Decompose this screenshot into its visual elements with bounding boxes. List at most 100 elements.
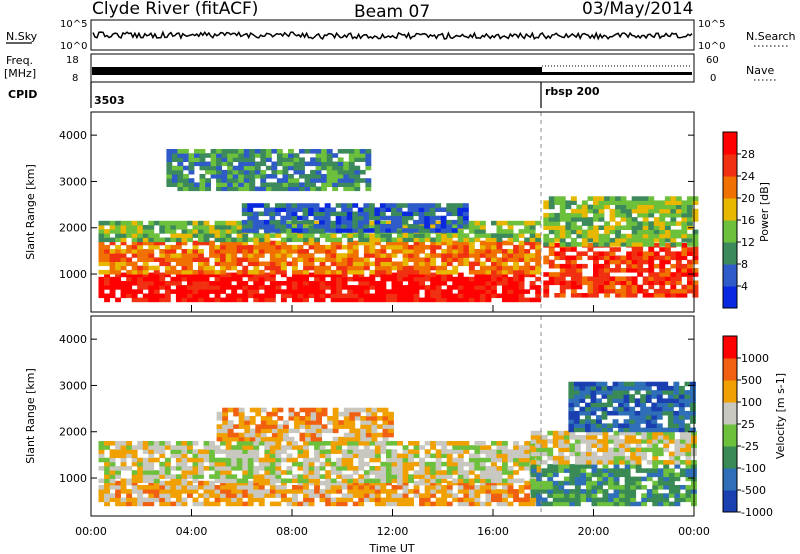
- power-cell: [496, 269, 503, 275]
- power-cell: [187, 297, 193, 303]
- power-cell: [435, 276, 442, 282]
- power-cell: [535, 276, 542, 282]
- power-cell: [354, 174, 361, 179]
- power-cell: [98, 285, 105, 290]
- velocity-cell: [275, 478, 282, 484]
- power-cell: [358, 272, 365, 278]
- power-cell: [430, 293, 437, 299]
- velocity-cell: [524, 485, 531, 490]
- power-cell: [565, 268, 572, 273]
- velocity-cell: [349, 416, 356, 421]
- power-cell: [187, 249, 193, 254]
- power-cell: [664, 255, 671, 261]
- power-cell: [308, 289, 315, 294]
- power-cell: [648, 229, 655, 235]
- power-cell: [598, 208, 605, 214]
- power-cell: [220, 289, 226, 294]
- velocity-cell: [485, 489, 492, 494]
- power-cell: [675, 233, 682, 239]
- power-cell: [269, 219, 276, 225]
- velocity-cell: [175, 441, 182, 446]
- power-cell: [369, 233, 376, 238]
- power-cell: [430, 240, 437, 246]
- power-cell: [430, 265, 437, 271]
- power-cell: [435, 265, 442, 271]
- velocity-cell: [618, 398, 624, 403]
- velocity-cell: [507, 501, 514, 507]
- power-cell: [452, 225, 459, 230]
- velocity-cell: [568, 385, 575, 391]
- power-cell: [303, 240, 309, 246]
- velocity-cell: [247, 470, 254, 475]
- power-cell: [286, 285, 293, 290]
- power-cell: [435, 285, 442, 290]
- power-cell: [642, 293, 649, 298]
- power-cell: [615, 237, 621, 243]
- power-cell: [535, 240, 542, 246]
- power-cell: [354, 178, 361, 183]
- power-cell: [153, 220, 160, 226]
- power-cell: [188, 186, 195, 192]
- velocity-cell: [120, 461, 127, 467]
- velocity-cell: [374, 457, 381, 463]
- velocity-cell: [430, 493, 437, 498]
- velocity-cell: [288, 436, 295, 442]
- velocity-cell: [619, 439, 625, 444]
- power-cell: [304, 186, 311, 192]
- power-cell: [463, 285, 470, 290]
- power-cell: [430, 289, 437, 294]
- power-cell: [457, 237, 464, 243]
- power-cell: [115, 297, 121, 303]
- power-cell: [587, 237, 594, 243]
- power-cell: [637, 233, 644, 239]
- velocity-cell: [269, 474, 276, 479]
- power-cell: [491, 285, 497, 290]
- power-cell: [241, 228, 248, 233]
- velocity-cell: [253, 485, 260, 490]
- power-cell: [391, 237, 398, 243]
- power-cell: [131, 269, 138, 275]
- power-cell: [194, 157, 200, 162]
- power-cell: [380, 249, 387, 254]
- power-cell: [502, 281, 508, 286]
- power-cell: [653, 263, 660, 269]
- velocity-cell: [641, 476, 648, 482]
- power-cell: [231, 272, 238, 278]
- velocity-cell: [283, 432, 289, 438]
- power-cell: [565, 229, 572, 235]
- velocity-cell: [280, 497, 287, 503]
- velocity-cell: [303, 485, 309, 490]
- velocity-cell: [541, 480, 548, 486]
- power-cell: [468, 253, 475, 258]
- power-cell: [292, 265, 298, 271]
- velocity-cell: [608, 476, 614, 482]
- power-cell: [205, 182, 211, 187]
- velocity-cell: [264, 474, 271, 479]
- power-cell: [418, 207, 425, 212]
- power-cell: [297, 281, 304, 286]
- power-cell: [496, 257, 503, 262]
- velocity-cell: [580, 489, 587, 494]
- velocity-cell: [242, 470, 249, 475]
- velocity-cell: [131, 489, 138, 494]
- power-cell: [407, 203, 414, 208]
- velocity-cell: [386, 497, 392, 503]
- power-cell: [593, 255, 599, 261]
- velocity-cell: [363, 478, 370, 484]
- power-cell: [664, 229, 671, 235]
- velocity-cell: [507, 470, 514, 475]
- velocity-cell: [419, 470, 425, 475]
- velocity-cell: [283, 428, 289, 434]
- power-cell: [282, 165, 289, 171]
- velocity-cell: [253, 489, 260, 494]
- velocity-cell: [253, 497, 260, 503]
- velocity-cell: [236, 457, 243, 463]
- velocity-cell: [264, 441, 271, 446]
- velocity-cell: [388, 424, 394, 429]
- velocity-cell: [518, 485, 525, 490]
- velocity-cell: [391, 485, 398, 490]
- power-cell: [468, 249, 475, 254]
- velocity-cell: [343, 436, 350, 442]
- velocity-cell: [613, 455, 620, 461]
